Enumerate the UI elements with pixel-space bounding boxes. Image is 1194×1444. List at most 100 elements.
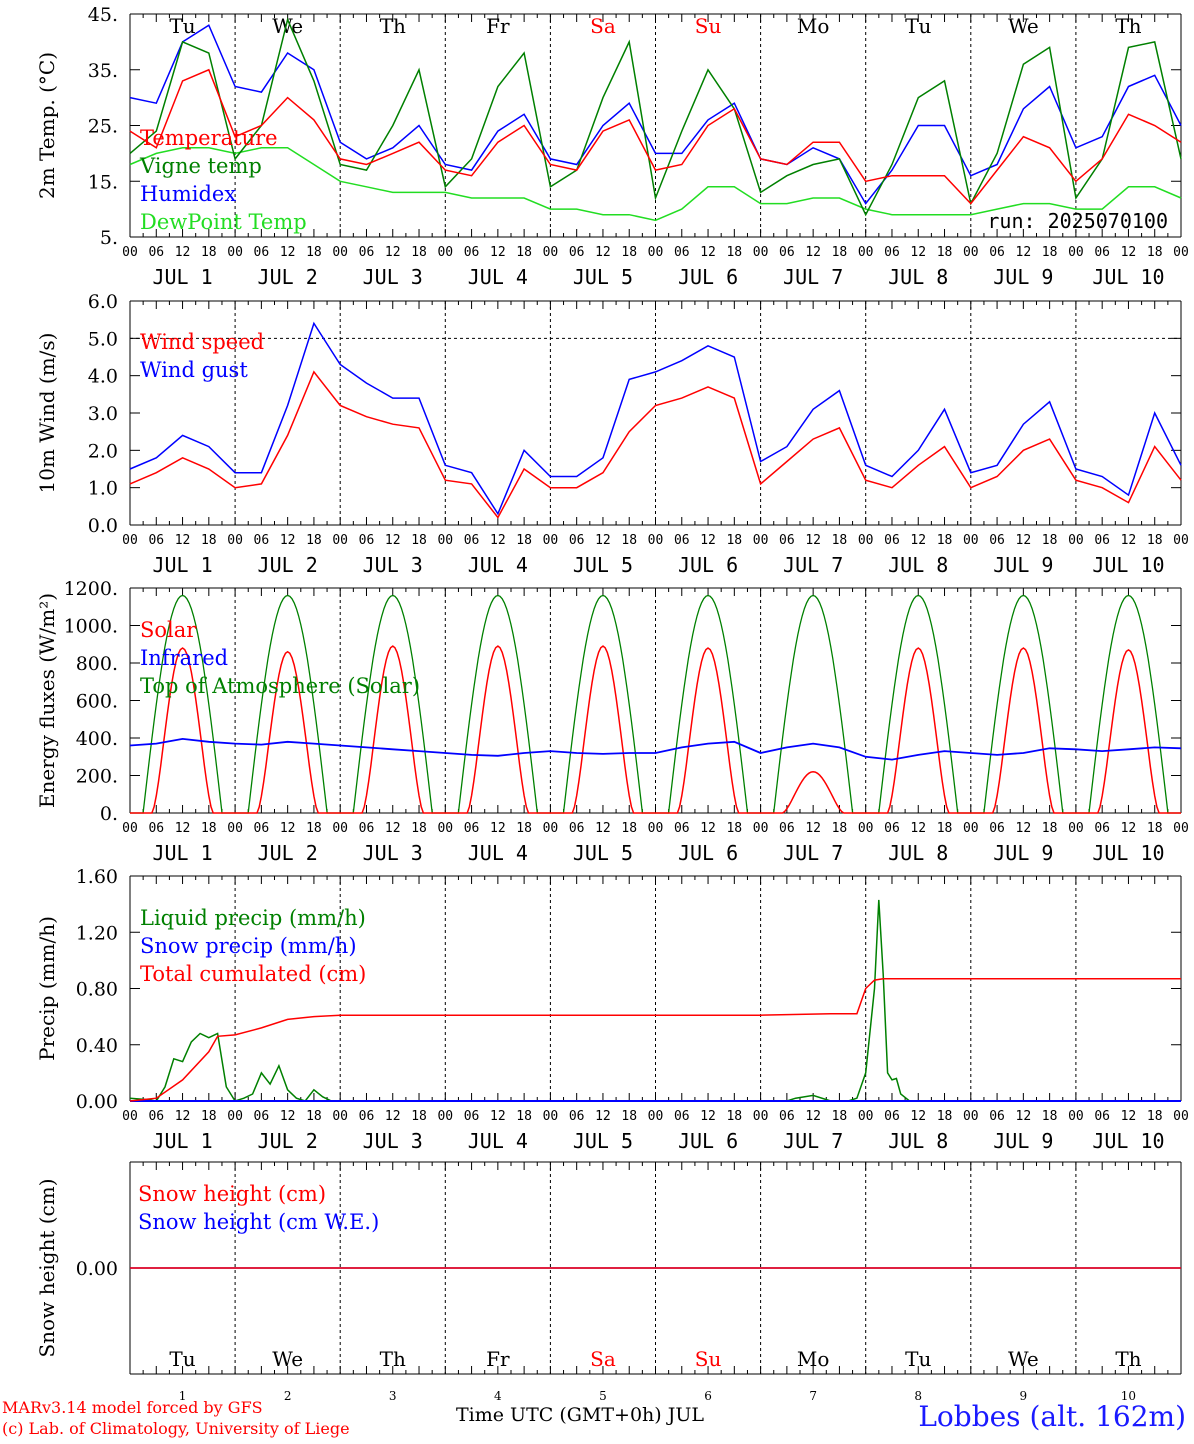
y-tick-label: 800. [76,653,118,675]
date-label: JUL 4 [468,265,528,289]
x-tick-label: 12 [595,533,611,548]
legend-entry: Humidex [140,182,236,206]
x-tick-label: 00 [963,1109,979,1124]
x-tick-label: 00 [332,821,348,836]
x-tick-label: 18 [1042,533,1058,548]
date-label: JUL 3 [363,1129,423,1153]
y-tick-label: 45. [88,4,118,26]
x-tick-label: 00 [227,533,243,548]
temp-series-line [129,68,1182,205]
legend-entry: Liquid precip (mm/h) [140,906,366,930]
date-label: JUL 7 [783,553,843,577]
x-tick-label: 06 [779,245,795,260]
x-tick-label: 06 [464,1109,480,1124]
x-tick-label: 06 [359,533,375,548]
x-tick-label: 06 [989,1109,1005,1124]
date-label: JUL 4 [468,1129,528,1153]
y-tick-label: 0.00 [76,1091,118,1113]
date-label: JUL 10 [1092,553,1164,577]
x-tick-label: 18 [937,245,953,260]
day-name-label: We [272,14,303,38]
x-tick-label: 06 [569,533,585,548]
x-tick-label: 00 [437,245,453,260]
x-tick-label: 06 [989,821,1005,836]
x-tick-label: 18 [516,533,532,548]
x-tick-label: 12 [1016,821,1032,836]
day-name-label: We [1008,14,1039,38]
day-number: 2 [284,1389,292,1403]
x-tick-label: 12 [1121,1109,1137,1124]
wind-series-line [129,321,1182,516]
y-axis-label: 10m Wind (m/s) [35,333,59,494]
x-tick-label: 06 [254,821,270,836]
precip-series-line [129,899,1181,1102]
y-tick-label: 200. [76,766,118,788]
x-tick-label: 18 [726,821,742,836]
x-tick-label: 18 [306,245,322,260]
legend-entry: Snow precip (mm/h) [140,934,357,958]
date-label: JUL 9 [993,265,1053,289]
x-tick-label: 00 [437,1109,453,1124]
x-tick-label: 00 [1068,821,1084,836]
panel-2-frame: 00 06 12 18 00 06 12 18 00 06 12 18 00 06 12 18 00 06 12 18… [122,300,1189,577]
day-name-bottom: Sa [590,1347,616,1371]
x-tick-label: 12 [805,245,821,260]
date-label: JUL 1 [152,265,212,289]
date-label: JUL 3 [363,841,423,865]
x-tick-label: 18 [1147,245,1163,260]
day-number: 7 [809,1389,817,1403]
panel-1-frame: 00 06 12 18 00 06 12 18 00 06 12 18 00 06 12 18 00 06 12 18… [122,13,1189,289]
temp-series-line [129,17,1182,217]
panel-5-yaxis: 0.00 Snow height (cm) [35,1178,1181,1358]
x-tick-label: 12 [1016,533,1032,548]
date-label: JUL 5 [573,841,633,865]
x-tick-label: 00 [543,245,559,260]
legend-entry: Infrared [140,646,228,670]
legend-entry: Vigne temp [139,154,262,178]
day-name-bottom: Tu [905,1347,931,1371]
x-tick-label: 06 [674,533,690,548]
day-name-bottom: We [1008,1347,1039,1371]
x-tick-label: 18 [411,533,427,548]
date-label: JUL 8 [888,1129,948,1153]
x-tick-label: 12 [1121,533,1137,548]
day-name-bottom: Th [380,1347,406,1371]
x-tick-label: 12 [280,821,296,836]
station-name: Lobbes (alt. 162m) [918,1400,1186,1433]
date-label: JUL 3 [363,265,423,289]
y-tick-label: 0.00 [76,1258,118,1280]
x-tick-label: 12 [1016,245,1032,260]
x-tick-label: 06 [884,1109,900,1124]
x-tick-label: 00 [122,533,138,548]
x-tick-label: 06 [1094,1109,1110,1124]
x-tick-label: 18 [937,1109,953,1124]
x-tick-label: 18 [411,245,427,260]
day-name-label: Su [695,14,722,38]
day-name-label: Th [1115,14,1141,38]
x-tick-label: 00 [543,821,559,836]
y-tick-label: 5. [100,227,118,249]
y-axis-label: Energy fluxes (W/m²) [35,593,59,808]
legend-entry: Solar [140,618,197,642]
x-tick-label: 12 [385,533,401,548]
x-tick-label: 00 [332,1109,348,1124]
x-tick-label: 18 [1042,245,1058,260]
x-tick-label: 18 [621,245,637,260]
x-tick-label: 00 [963,821,979,836]
x-tick-label: 18 [621,821,637,836]
x-tick-label: 06 [674,245,690,260]
day-number: 10 [1121,1389,1136,1403]
x-tick-label: 12 [595,1109,611,1124]
x-tick-label: 00 [1173,821,1189,836]
date-label: JUL 6 [678,553,738,577]
date-label: JUL 5 [573,265,633,289]
x-tick-label: 00 [648,533,664,548]
x-tick-label: 12 [175,533,191,548]
date-label: JUL 6 [678,1129,738,1153]
x-tick-label: 18 [937,533,953,548]
x-tick-label: 12 [280,245,296,260]
model-credit: MARv3.14 model forced by GFS [2,1398,263,1417]
day-name-label: Tu [905,14,931,38]
x-tick-label: 12 [490,1109,506,1124]
